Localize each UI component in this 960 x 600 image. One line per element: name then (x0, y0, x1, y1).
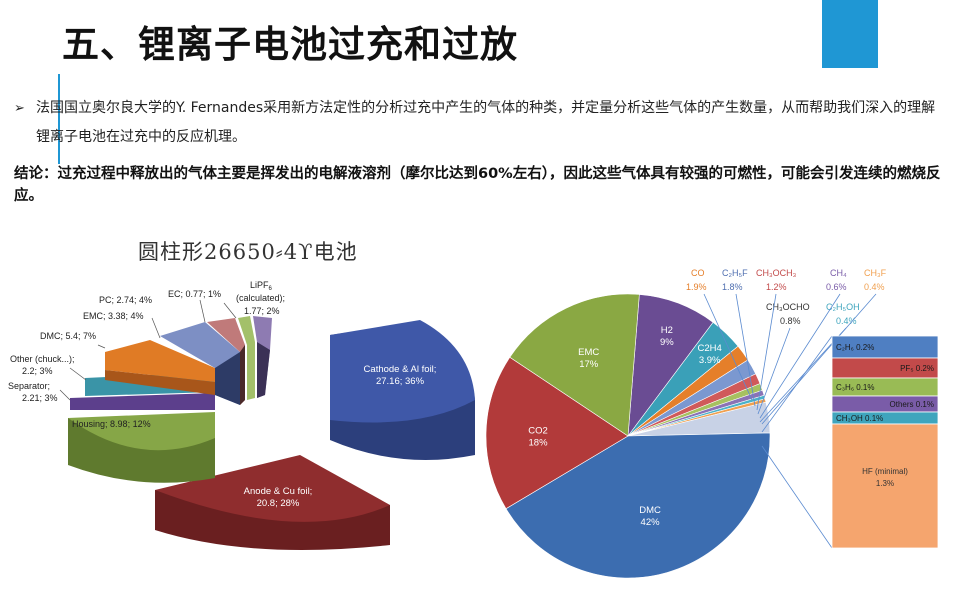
right-pie-label-0-0: DMC (639, 505, 661, 516)
bullet-text: 法国国立奥尔良大学的Y. Fernandes采用新方法定性的分析过充中产生的气体… (36, 100, 936, 145)
pie-slice-cathode-top (330, 320, 475, 423)
pie-slice-h (627, 294, 714, 438)
breakdown-value-hf: 1.3% (876, 479, 894, 488)
bullet-paragraph: ➢ 法国国立奥尔良大学的Y. Fernandes采用新方法定性的分析过充中产生的… (14, 94, 944, 152)
right-pie-label-2-1: 17% (579, 359, 599, 370)
pie-slice-pc-side (240, 345, 245, 405)
label-co: CO (691, 268, 705, 278)
accent-bar (822, 0, 878, 68)
left-pie-chart: Cathode & Al foil; 27.16; 36% Anode & Cu… (8, 280, 475, 550)
breakdown-label-0: C₂H₆ 0.2% (836, 343, 874, 352)
pie-slice-pc (207, 318, 245, 405)
pie-slice-dmc (105, 340, 215, 382)
right-breakdown-bar: C₂H₆ 0.2% PF₅ 0.2% C₃H₆ 0.1% Others 0.1% CH₃… (831, 335, 939, 549)
conclusion-text: 结论：过充过程中释放出的气体主要是挥发出的电解液溶剂（摩尔比达到60%左右），因… (14, 166, 941, 204)
left-chart-title: 圆柱形26650⸗4ϒ电池 (138, 240, 358, 264)
right-top-labels: CO 1.9% C₂H₅F 1.8% CH₃OCH₃ 1.2% CH₄ 0.6%… (686, 268, 887, 549)
value-separator: 2.21; 3% (22, 393, 58, 403)
right-pie-label-3-0: H2 (661, 325, 673, 336)
pie-slice-dmc-side (105, 370, 215, 395)
value-cathode: 27.16; 36% (376, 376, 425, 387)
breakdown-label-2: C₃H₆ 0.1% (836, 383, 875, 392)
label-housing: Housing; 8.98; 12% (72, 419, 151, 429)
label-ch4: CH₄ (830, 268, 847, 278)
label-dmc: DMC; 5.4; 7% (40, 331, 96, 341)
pie-slice-emc (509, 293, 640, 437)
right-pie-label-1-1: 18% (529, 438, 549, 449)
pie-slice-emc-side (215, 352, 240, 405)
label-anode: Anode & Cu foil; (244, 486, 313, 497)
label-ch3ocho: CH₃OCHO (766, 302, 810, 312)
breakdown-label-4: CH₃OH 0.1% (836, 414, 883, 423)
label-other: Other (chuck...); (10, 354, 75, 364)
value-other: 2.2; 3% (22, 366, 53, 376)
value-anode: 20.8; 28% (257, 498, 300, 509)
label-ec: EC; 0.77; 1% (168, 289, 221, 299)
slide-title: 五、锂离子电池过充和过放 (62, 23, 518, 66)
label-ch3f: CH₃F (864, 268, 887, 278)
right-pie-label-1-0: CO2 (528, 426, 548, 437)
label-ch3och3: CH₃OCH₃ (756, 268, 797, 278)
label-separator: Separator; (8, 381, 50, 391)
breakdown-segment-5 (831, 423, 939, 549)
right-pie-label-2-0: EMC (578, 347, 599, 358)
label-lipf6-calc: (calculated); (236, 293, 285, 303)
left-leader-lines (59, 299, 237, 401)
pie-slice-lipf6-side (257, 342, 270, 398)
value-ch3f: 0.4% (864, 282, 885, 292)
value-c2h5f: 1.8% (722, 282, 743, 292)
right-pie-label-4-0: C2H4 (698, 343, 722, 354)
pie-slice-ec (238, 316, 255, 400)
right-pie-label-4-1: 3.9% (699, 355, 721, 366)
pie-slice-co (485, 356, 629, 510)
value-co: 1.9% (686, 282, 707, 292)
breakdown-label-3: Others 0.1% (890, 400, 934, 409)
right-pie-label-3-1: 9% (660, 337, 674, 348)
value-c2h5oh: 0.4% (836, 316, 857, 326)
value-ch4: 0.6% (826, 282, 847, 292)
label-cathode: Cathode & Al foil; (364, 364, 437, 375)
breakdown-label-1: PF₅ 0.2% (900, 364, 934, 373)
breakdown-label-5: HF (minimal) (862, 467, 908, 476)
pie-slice-anode (155, 455, 390, 522)
label-emc: EMC; 3.38; 4% (83, 311, 144, 321)
value-ch3ocho: 0.8% (780, 316, 801, 326)
pie-slice-dmc (505, 432, 771, 579)
label-c2h5f: C₂H₅F (722, 268, 748, 278)
accent-line (58, 74, 60, 164)
right-pie-label-0-1: 42% (641, 517, 661, 528)
label-pc: PC; 2.74; 4% (99, 295, 152, 305)
pie-slice-housing (68, 412, 215, 451)
label-lipf6: LiPF6 (250, 280, 273, 292)
pie-slice-separator (70, 393, 215, 410)
arrow-bullet-icon: ➢ (14, 101, 25, 116)
value-lipf6: 1.77; 2% (244, 306, 280, 316)
label-c2h5oh: C₂H₅OH (826, 302, 860, 312)
value-ch3och3: 1.2% (766, 282, 787, 292)
